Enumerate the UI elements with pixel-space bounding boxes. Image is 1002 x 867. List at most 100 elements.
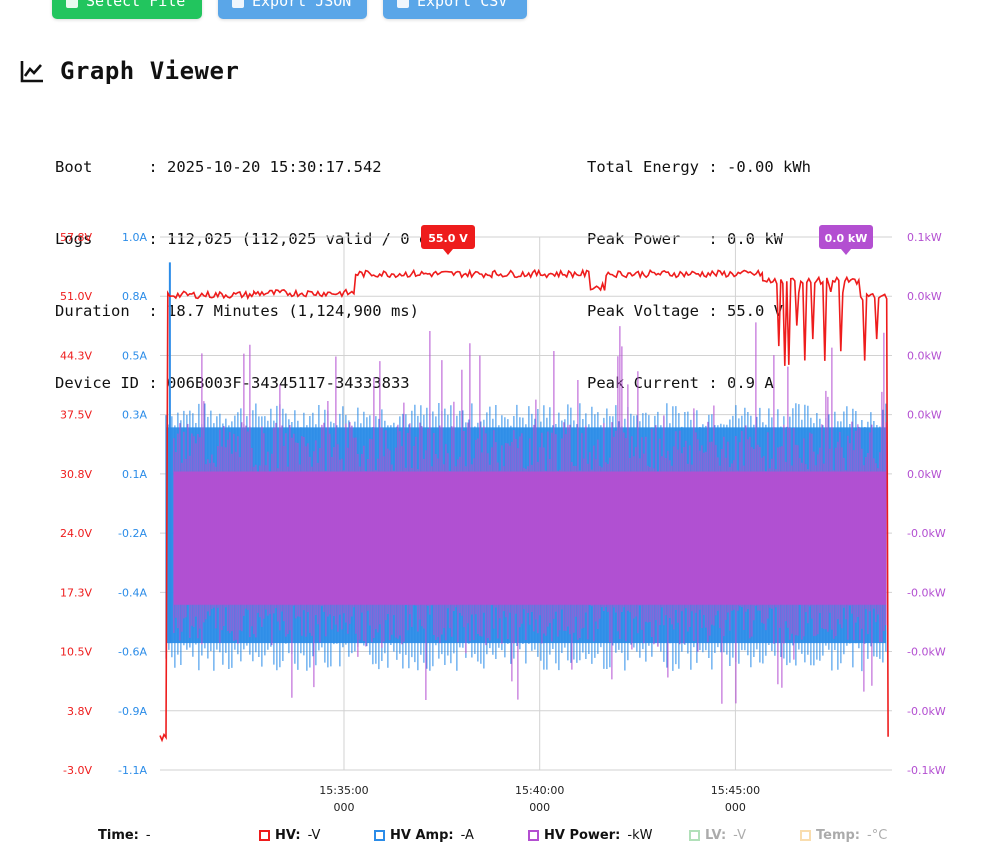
x-tick-sublabel: 000 <box>333 801 354 814</box>
y-tick-voltage: 57.8V <box>60 231 92 244</box>
legend-label: LV: <box>705 828 727 843</box>
info-total-energy: Total Energy : -0.00 kWh <box>587 158 811 176</box>
info-key: Device ID <box>55 374 149 392</box>
y-tick-power: 0.0kW <box>907 290 942 303</box>
legend-item-hv[interactable]: HV: -V <box>259 828 320 843</box>
y-tick-voltage: -3.0V <box>63 764 92 777</box>
legend-item-hv-power[interactable]: HV Power: -kW <box>528 828 652 843</box>
legend-label: HV: <box>275 828 301 843</box>
legend-time-value: - <box>145 828 151 843</box>
y-tick-current: 0.3A <box>122 409 147 422</box>
y-tick-current: 1.0A <box>122 231 147 244</box>
info-peak-current: Peak Current : 0.9 A <box>587 374 774 392</box>
info-key: Duration <box>55 302 149 320</box>
info-value: -0.00 kWh <box>727 158 811 176</box>
x-tick-label: 15:35:00 <box>319 784 368 797</box>
export-json-label: Export JSON <box>252 0 352 10</box>
csv-icon <box>397 0 409 8</box>
info-value: 0.9 A <box>727 374 774 392</box>
legend-swatch <box>689 830 700 841</box>
peak-label-power: 0.0 kW <box>825 232 868 245</box>
select-file-button[interactable]: Select File <box>52 0 202 19</box>
y-tick-power: -0.1kW <box>907 764 946 777</box>
y-tick-power: 0.0kW <box>907 409 942 422</box>
y-tick-current: -0.6A <box>118 646 147 659</box>
y-tick-power: 0.0kW <box>907 468 942 481</box>
x-tick-sublabel: 000 <box>529 801 550 814</box>
y-tick-voltage: 51.0V <box>60 290 92 303</box>
legend-value: -V <box>307 828 321 843</box>
y-tick-current: -1.1A <box>118 764 147 777</box>
legend: Time: - HV: -V HV Amp: -A HV Power: -kW LV: -… <box>0 828 1002 848</box>
info-boot: Boot : 2025-10-20 15:30:17.542 <box>55 158 382 176</box>
legend-label: HV Amp: <box>390 828 454 843</box>
chart[interactable]: 57.8V 1.0A 0.1kW 51.0V 0.8A 0.0kW 44.3V 0.5A 0.0… <box>0 222 1002 822</box>
y-tick-voltage: 10.5V <box>60 646 92 659</box>
info-key: Peak Power <box>587 230 709 248</box>
peak-label-voltage-pointer <box>443 249 453 255</box>
info-value: 18.7 Minutes (1,124,900 ms) <box>167 302 419 320</box>
info-key: Peak Voltage <box>587 302 709 320</box>
x-tick-label: 15:40:00 <box>515 784 564 797</box>
info-key: Logs <box>55 230 149 248</box>
export-csv-button[interactable]: Export CSV <box>383 0 527 19</box>
info-key: Peak Current <box>587 374 709 392</box>
chart-line-icon <box>20 61 43 83</box>
y-tick-power: -0.0kW <box>907 705 946 718</box>
info-device-id: Device ID : 006B003F-34345117-34333833 <box>55 374 410 392</box>
legend-time: Time: - <box>98 828 151 843</box>
legend-value: -kW <box>627 828 653 843</box>
y-tick-voltage: 3.8V <box>67 705 92 718</box>
info-key: Boot <box>55 158 149 176</box>
x-tick-label: 15:45:00 <box>711 784 760 797</box>
legend-swatch <box>800 830 811 841</box>
legend-swatch <box>259 830 270 841</box>
series-hv-line <box>159 268 889 743</box>
legend-value: -A <box>460 828 474 843</box>
legend-value: -V <box>733 828 746 843</box>
legend-item-hv-amp[interactable]: HV Amp: -A <box>374 828 474 843</box>
x-tick-sublabel: 000 <box>725 801 746 814</box>
y-tick-power: -0.0kW <box>907 646 946 659</box>
legend-item-temp[interactable]: Temp: -°C <box>800 828 887 843</box>
y-tick-current: -0.2A <box>118 527 147 540</box>
peak-label-voltage-box <box>421 225 475 249</box>
export-json-button[interactable]: Export JSON <box>218 0 367 19</box>
info-peak-power: Peak Power : 0.0 kW <box>587 230 783 248</box>
info-duration: Duration : 18.7 Minutes (1,124,900 ms) <box>55 302 419 320</box>
info-right: Total Energy : -0.00 kWh Peak Power : 0.… <box>587 107 811 419</box>
info-value: 0.0 kW <box>727 230 783 248</box>
peak-label-power-box <box>819 225 873 249</box>
y-tick-current: -0.4A <box>118 586 147 599</box>
y-tick-current: 0.5A <box>122 349 147 362</box>
legend-label: Temp: <box>816 828 861 843</box>
y-tick-voltage: 30.8V <box>60 468 92 481</box>
file-icon <box>66 0 78 8</box>
page-title: Graph Viewer <box>20 55 239 87</box>
peak-label-power-pointer <box>841 249 851 255</box>
y-tick-voltage: 37.5V <box>60 409 92 422</box>
legend-value: -°C <box>867 828 888 843</box>
legend-swatch <box>528 830 539 841</box>
y-tick-voltage: 44.3V <box>60 349 92 362</box>
y-tick-power: 0.0kW <box>907 349 942 362</box>
legend-swatch <box>374 830 385 841</box>
info-value: 2025-10-20 15:30:17.542 <box>167 158 382 176</box>
export-csv-label: Export CSV <box>417 0 508 10</box>
legend-time-label: Time: <box>98 828 139 843</box>
y-tick-power: -0.0kW <box>907 586 946 599</box>
page-title-text: Graph Viewer <box>60 57 240 85</box>
y-tick-current: 0.1A <box>122 468 147 481</box>
toolbar: Select File Export JSON Export CSV <box>0 0 1002 22</box>
legend-label: HV Power: <box>544 828 621 843</box>
y-tick-voltage: 17.3V <box>60 586 92 599</box>
y-tick-power: 0.1kW <box>907 231 942 244</box>
y-tick-voltage: 24.0V <box>60 527 92 540</box>
info-key: Total Energy <box>587 158 709 176</box>
series-hv-power-line <box>173 322 887 704</box>
y-tick-current: -0.9A <box>118 705 147 718</box>
y-tick-current: 0.8A <box>122 290 147 303</box>
legend-item-lv[interactable]: LV: -V <box>689 828 746 843</box>
json-icon <box>232 0 244 8</box>
info-value: 006B003F-34345117-34333833 <box>167 374 410 392</box>
